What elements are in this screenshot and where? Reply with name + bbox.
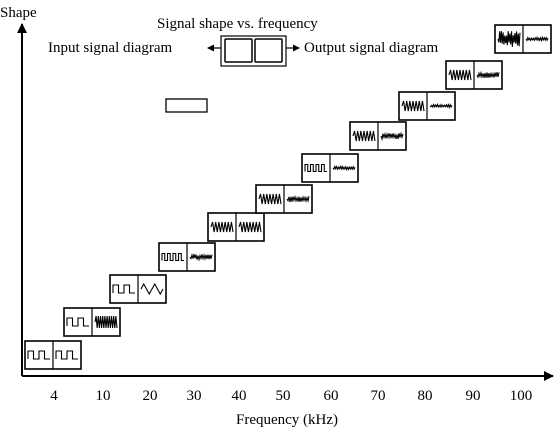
output-waveform-10 [94,315,118,329]
y-axis-label: Shape [0,5,37,21]
input-waveform-70 [352,130,376,142]
x-tick-30: 30 [187,388,202,404]
x-tick-100: 100 [510,388,533,404]
signal-point-100 [494,24,552,54]
x-tick-80: 80 [418,388,433,404]
signal-point-60 [301,153,359,183]
signal-point-4 [24,340,82,370]
input-waveform-30 [161,252,184,262]
x-tick-50: 50 [276,388,291,404]
signal-point-10 [63,307,121,337]
output-waveform-70 [380,131,404,142]
output-waveform-80 [429,102,453,110]
output-waveform-20 [140,282,164,296]
blank-sample-box [165,98,208,113]
legend-title: Signal shape vs. frequency [157,16,318,32]
signal-point-90 [445,60,503,90]
input-waveform-80 [401,100,425,112]
x-tick-20: 20 [143,388,158,404]
x-axis-label: Frequency (kHz) [236,412,338,428]
input-waveform-40 [210,221,234,233]
input-waveform-90 [448,69,472,81]
output-waveform-60 [332,164,356,172]
signal-point-70 [349,121,407,151]
x-tick-90: 90 [466,388,481,404]
output-waveform-50 [286,194,310,204]
x-tick-60: 60 [324,388,339,404]
legend-output-label: Output signal diagram [304,40,438,56]
x-tick-10: 10 [96,388,111,404]
input-waveform-60 [304,163,327,173]
output-waveform-4 [55,350,78,360]
signal-point-80 [398,91,456,121]
output-waveform-100 [525,35,549,43]
input-waveform-10 [66,317,89,327]
signal-point-20 [109,274,167,304]
x-tick-40: 40 [232,388,247,404]
legend-input-label: Input signal diagram [48,40,172,56]
signal-points [24,24,552,370]
input-waveform-100 [497,31,521,47]
input-waveform-4 [27,350,50,360]
x-tick-4: 4 [50,388,58,404]
output-waveform-30 [189,253,213,262]
signal-point-30 [158,242,216,272]
signal-point-50 [255,184,313,214]
output-waveform-40 [238,221,262,233]
signal-point-40 [207,212,265,242]
output-waveform-90 [476,70,500,80]
input-waveform-20 [112,284,135,294]
input-waveform-50 [258,193,282,205]
legend-box [220,35,287,67]
x-tick-70: 70 [371,388,386,404]
x-tick-labels: 4 10 20 30 40 50 60 70 80 90 100 [50,388,532,404]
